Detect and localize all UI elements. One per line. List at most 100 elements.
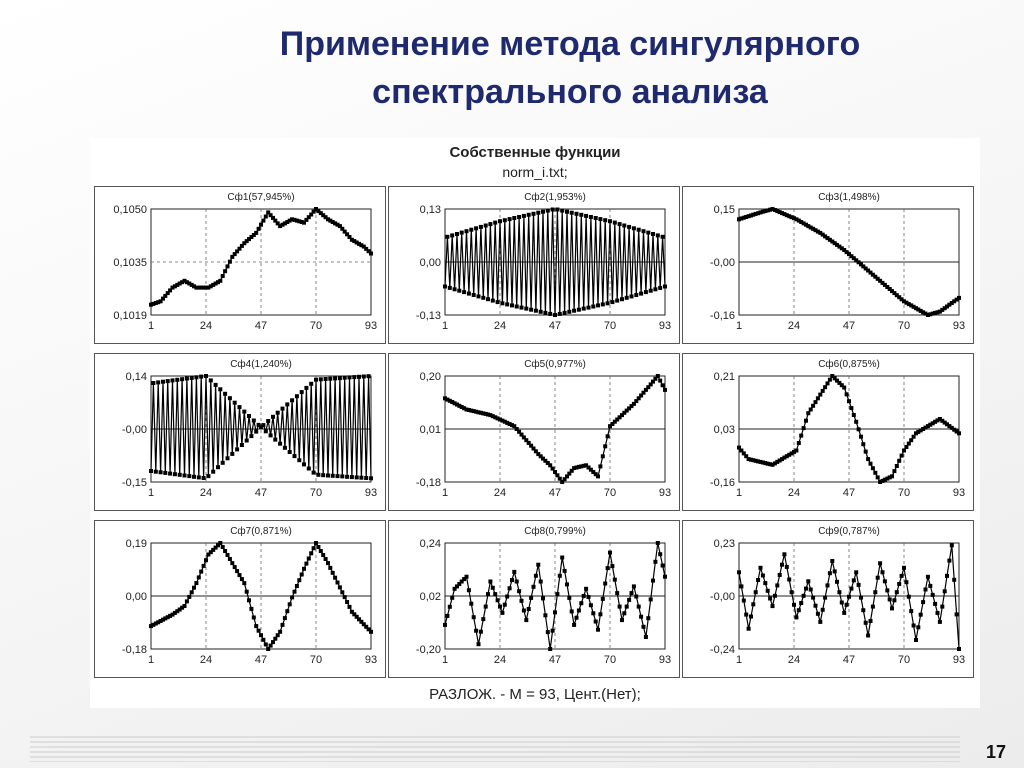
data-point — [333, 221, 338, 226]
data-point — [780, 211, 784, 216]
data-point — [158, 470, 163, 475]
data-point — [775, 209, 780, 214]
data-point — [261, 637, 266, 642]
y-tick-label: -0,00 — [710, 257, 735, 269]
data-point — [507, 217, 512, 222]
data-point — [880, 280, 885, 285]
data-point — [904, 300, 909, 305]
data-point — [273, 437, 278, 442]
data-point — [751, 212, 756, 217]
data-point — [220, 545, 225, 549]
data-point — [161, 379, 165, 384]
data-point — [302, 566, 306, 571]
data-point — [321, 213, 326, 218]
data-point — [770, 604, 775, 609]
data-point — [151, 301, 156, 306]
data-point — [175, 282, 180, 287]
data-point — [278, 629, 283, 634]
data-point — [620, 618, 624, 623]
data-point — [796, 441, 801, 445]
data-point — [443, 622, 447, 627]
data-point — [206, 474, 211, 479]
data-point — [870, 604, 875, 609]
data-point — [189, 282, 194, 287]
data-point — [796, 608, 801, 613]
data-point — [818, 619, 823, 624]
y-tick-label: 0,24 — [420, 538, 441, 550]
data-point — [172, 610, 177, 615]
data-point — [230, 254, 235, 259]
data-point — [600, 454, 605, 459]
data-point — [459, 579, 464, 584]
data-point — [622, 223, 627, 228]
data-point — [782, 212, 787, 217]
x-tick-label: 93 — [953, 320, 965, 332]
data-point — [500, 610, 505, 615]
y-tick-label: 0,03 — [714, 424, 735, 436]
data-point — [196, 575, 201, 580]
data-point — [452, 287, 457, 292]
data-point — [870, 466, 875, 471]
data-point — [369, 251, 373, 256]
data-point — [808, 225, 813, 230]
data-point — [832, 376, 837, 381]
data-point — [481, 411, 486, 416]
data-point — [648, 288, 653, 293]
data-point — [502, 419, 507, 424]
data-point — [285, 220, 290, 224]
data-point — [878, 278, 883, 283]
data-point — [749, 213, 753, 218]
data-point — [206, 285, 211, 290]
data-point — [158, 619, 163, 623]
data-point — [505, 594, 510, 599]
subplot-title: Сф3(1,498%) — [818, 191, 880, 203]
data-point — [627, 597, 632, 602]
data-point — [749, 457, 753, 462]
data-point — [342, 229, 347, 234]
data-point — [223, 391, 228, 396]
data-point — [153, 621, 158, 626]
data-point — [206, 552, 211, 557]
data-point — [244, 239, 249, 244]
data-point — [631, 401, 636, 406]
data-point — [211, 469, 216, 474]
data-point — [579, 464, 584, 469]
data-point — [359, 475, 364, 480]
data-point — [180, 605, 185, 610]
data-point — [892, 598, 897, 603]
data-point — [882, 579, 887, 584]
data-point — [323, 215, 328, 220]
data-point — [832, 569, 837, 574]
data-point — [199, 285, 204, 290]
data-point — [254, 230, 259, 235]
data-point — [543, 613, 548, 618]
data-point — [483, 604, 488, 609]
data-point — [660, 234, 665, 239]
x-tick-label: 24 — [494, 320, 506, 332]
data-point — [493, 220, 498, 225]
data-point — [450, 595, 455, 600]
subplot-1: Сф1(57,945%) 1 24 47 70 93 0,1050 0,1035 0,1019 — [94, 186, 386, 344]
data-point — [457, 403, 462, 408]
data-point — [942, 306, 947, 311]
data-point — [555, 473, 560, 478]
data-point — [304, 561, 309, 566]
subplot-8: Сф8(0,799%) 1 24 47 70 93 0,24 0,02 -0,20 — [388, 520, 680, 678]
x-tick-label: 93 — [953, 654, 965, 666]
data-point — [949, 301, 954, 305]
data-point — [622, 410, 627, 415]
data-point — [758, 210, 763, 215]
data-point — [579, 601, 584, 606]
data-point — [608, 550, 612, 555]
data-point — [897, 458, 902, 463]
data-point — [335, 474, 340, 479]
data-point — [153, 301, 158, 305]
data-point — [290, 398, 295, 403]
data-point — [184, 376, 189, 381]
data-point — [799, 433, 804, 438]
data-point — [952, 299, 957, 304]
data-point — [902, 299, 906, 304]
data-point — [493, 592, 498, 597]
data-point — [739, 216, 744, 221]
data-point — [204, 285, 208, 290]
